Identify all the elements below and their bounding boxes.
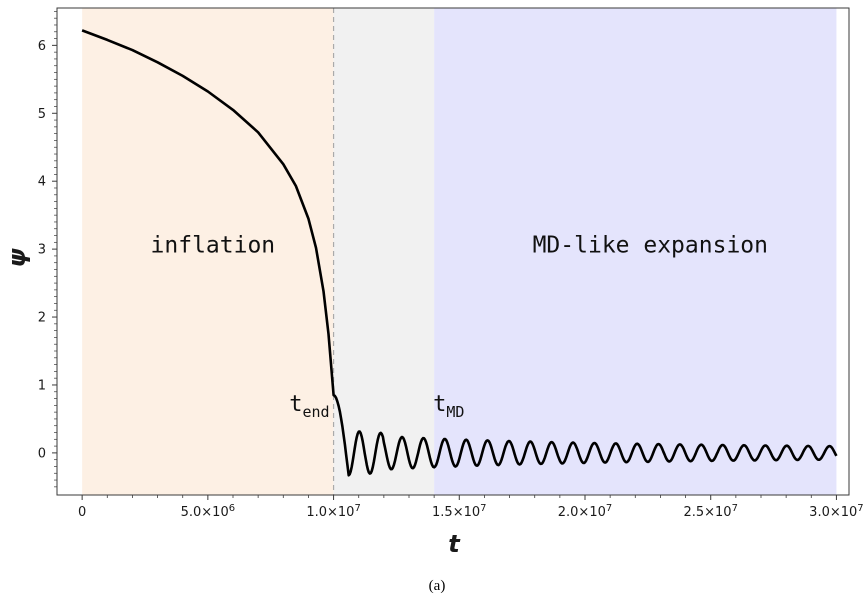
plot-frame [56, 7, 850, 496]
x-tick-label: 1.5×107 [432, 503, 486, 520]
x-tick-label: 2.0×107 [558, 503, 612, 520]
x-tick-exponent: 7 [857, 503, 863, 514]
x-tick-exponent: 6 [229, 503, 235, 514]
figure-caption: (a) [429, 578, 446, 594]
region-2 [434, 8, 837, 495]
region-1 [333, 8, 435, 495]
psi-curve [81, 29, 838, 477]
y-tick-label: 4 [38, 175, 46, 190]
x-tick-exponent: 7 [606, 503, 612, 514]
x-axis-ticks: 0 5.0×106 1.0×107 1.5×107 2.0×107 2.5×107 3.0×… [78, 495, 864, 520]
x-tick-exponent: 7 [480, 503, 486, 514]
x-tick-label: 3.0×107 [809, 503, 863, 520]
y-tick-label: 2 [38, 311, 46, 326]
y-tick-label: 0 [38, 446, 46, 461]
x-tick-label: 1.0×107 [306, 503, 360, 520]
y-tick-label: 6 [38, 39, 46, 54]
region-backgrounds [82, 8, 837, 495]
y-tick-label: 5 [38, 107, 46, 122]
y-axis-ticks: 0 1 2 3 4 5 6 [38, 11, 57, 488]
marker-subscript-end: end [302, 403, 329, 421]
region-label-inflation: inflation [151, 233, 276, 259]
x-tick-exponent: 7 [732, 503, 738, 514]
marker-label-MD: tMD [433, 392, 464, 421]
x-axis-label: t [448, 530, 461, 558]
y-tick-label: 3 [38, 243, 46, 258]
marker-subscript-MD: MD [446, 403, 464, 421]
x-tick-label: 5.0×106 [181, 503, 235, 520]
x-tick-label: 2.5×107 [683, 503, 737, 520]
y-axis-label: ψ [3, 248, 31, 268]
region-label-md: MD-like expansion [533, 233, 768, 259]
region-0 [82, 8, 334, 495]
y-tick-label: 1 [38, 378, 46, 393]
x-tick-exponent: 7 [354, 503, 360, 514]
x-tick-label: 0 [78, 505, 86, 520]
